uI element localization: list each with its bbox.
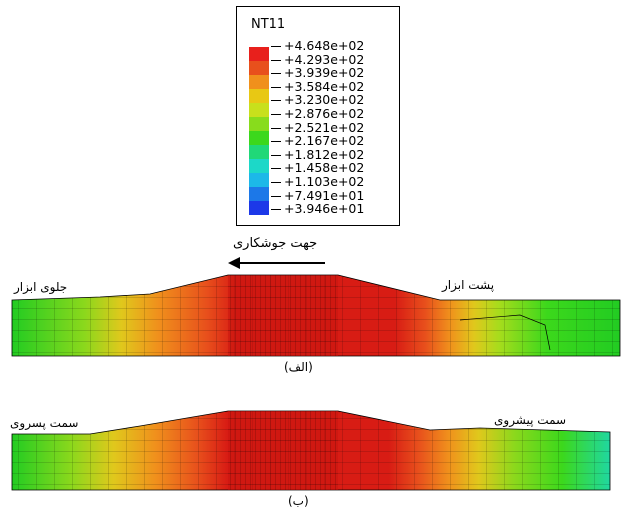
legend-value-label: +2.167e+02 [271,134,364,148]
legend-value-text: +1.458e+02 [284,160,365,176]
legend-labels: +4.648e+02 +4.293e+02 +3.939e+02 +3.584e+02… [271,39,364,216]
legend-color-swatch [249,89,269,103]
legend-value-text: +4.293e+02 [284,51,365,67]
legend-value-label: +1.812e+02 [271,146,365,162]
model-b [11,410,611,491]
legend-value-label: +3.946e+01 [271,202,364,216]
welding-direction-arrow [228,257,325,269]
legend-tick [271,100,281,102]
welding-direction-label: جهت جوشکاری [233,236,318,251]
tool-back-label: پشت ابزار [442,278,495,292]
legend-value-text: +3.939e+02 [284,65,365,81]
legend-tick [271,168,281,170]
legend-value-text: +1.103e+02 [284,173,365,189]
legend-tick [271,46,281,47]
legend-color-swatch [249,61,269,75]
legend-color-swatch [249,75,269,89]
model-a [11,274,621,357]
legend-tick [271,141,281,143]
legend-value-label: +1.103e+02 [271,175,364,189]
model-b-stir-zone-mesh [228,411,338,490]
tool-front-label: جلوی ابزار [14,280,68,294]
advancing-side-label: سمت پیشروی [494,413,567,427]
legend-tick [271,59,281,61]
legend-tick [271,73,281,75]
legend-value-text: +3.230e+02 [284,92,365,108]
legend-color-swatch [249,131,269,145]
legend-value-label: +2.521e+02 [271,119,365,135]
legend-tick [271,113,281,115]
legend-tick [271,86,281,88]
legend-value-label: +2.876e+02 [271,107,364,121]
legend-value-text: +4.648e+02 [284,38,365,53]
legend-value-label: +7.491e+01 [271,187,365,203]
legend-value-label: +1.458e+02 [271,161,364,175]
legend-value-text: +3.946e+01 [284,201,365,217]
legend-value-label: +3.584e+02 [271,78,365,94]
legend-color-swatch [249,47,269,61]
legend-color-bars [249,47,269,215]
model-a-boundary-line [459,314,551,351]
legend-title: NT11 [251,17,286,32]
legend-value-label: +4.293e+02 [271,51,365,67]
legend-value-text: +2.521e+02 [284,119,365,135]
legend-color-swatch [249,201,269,215]
caption-b: (ب) [288,494,309,508]
legend-tick [271,154,281,156]
legend-tick [271,209,281,211]
legend-color-swatch [249,159,269,173]
retreating-side-label: سمت پسروی [10,416,79,430]
legend-color-swatch [249,187,269,201]
legend-value-label: +3.230e+02 [271,93,364,107]
caption-a: (الف) [284,360,313,374]
legend-value-label: +3.939e+02 [271,66,364,80]
legend-value-text: +2.876e+02 [284,105,365,121]
model-a-stir-zone-mesh [228,275,338,356]
legend-tick [271,181,281,183]
legend-color-swatch [249,173,269,187]
legend-value-text: +7.491e+01 [284,187,365,203]
legend-color-swatch [249,103,269,117]
temperature-legend: NT11 +4.648e+02 +4.293e+02 +3.939e+02 +3.58… [236,6,400,226]
legend-value-label: +4.648e+02 [271,39,364,53]
legend-value-text: +1.812e+02 [284,146,365,162]
legend-tick [271,195,281,197]
legend-color-swatch [249,145,269,159]
legend-value-text: +3.584e+02 [284,78,365,94]
legend-tick [271,127,281,129]
legend-color-swatch [249,117,269,131]
legend-value-text: +2.167e+02 [284,133,365,149]
